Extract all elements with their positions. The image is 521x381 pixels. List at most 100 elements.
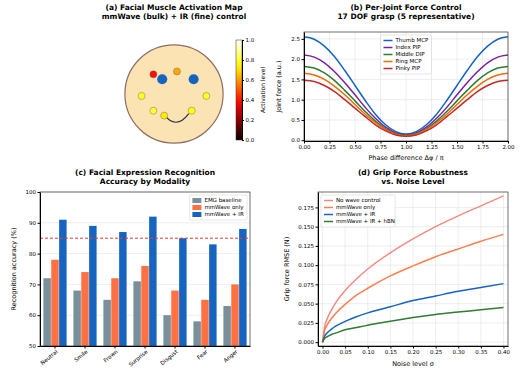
bar <box>209 244 216 346</box>
legend-box <box>189 195 247 220</box>
legend-swatch <box>384 61 393 63</box>
tick-mark <box>242 60 244 61</box>
tick: 0.40 <box>498 346 511 355</box>
activation-point <box>203 92 210 99</box>
tick-mark <box>175 346 176 349</box>
legend-label: Index PIP <box>396 44 422 50</box>
x-axis-label: Noise level σ <box>392 360 434 368</box>
bar <box>141 266 148 346</box>
tick-label: Neutral <box>39 348 59 366</box>
tick-label: 0.6 <box>246 77 255 83</box>
activation-point <box>161 112 168 119</box>
tick: 0.50 <box>349 141 362 150</box>
tick-label: 1.00 <box>400 144 413 150</box>
tick-label: Disgust <box>159 348 180 367</box>
bar <box>171 291 178 346</box>
figure: (a) Facial Muscle Activation MapmmWave (… <box>0 0 521 381</box>
tick-mark <box>302 79 305 80</box>
tick: 0.20 <box>407 346 420 355</box>
legend-swatch <box>384 47 393 49</box>
tick: 80 <box>29 251 40 257</box>
line-series <box>304 73 508 135</box>
tick-mark <box>316 304 319 305</box>
chart-subtitle: 17 DOF grasp (5 representative) <box>337 12 474 21</box>
legend-label: No wave control <box>336 197 381 203</box>
y-axis-label: Grip force RMSE (N) <box>283 237 291 302</box>
tick-mark <box>316 227 319 228</box>
tick-mark <box>38 315 41 316</box>
tick-label: 0.30 <box>453 349 466 355</box>
tick: 0.000 <box>298 339 318 345</box>
tick-mark <box>85 346 86 349</box>
tick-label: Fear <box>196 348 210 361</box>
bar <box>43 278 50 346</box>
grid-line <box>40 253 250 254</box>
tick-mark <box>242 80 244 81</box>
legend-item: Pinky PIP <box>384 65 421 72</box>
bar <box>133 281 140 346</box>
line-series <box>323 308 504 343</box>
x-axis: 0.000.250.500.751.001.251.501.752.00 <box>298 141 515 150</box>
bar <box>119 232 126 346</box>
tick: 70 <box>29 282 40 288</box>
colorbar-label: Activation level <box>259 67 266 114</box>
legend-box <box>381 35 432 74</box>
tick-label: 0.0 <box>246 137 255 143</box>
panel: (d) Grip Force Robustnessvs. Noise Level… <box>283 168 511 368</box>
legend-item: Thumb MCP <box>384 37 430 43</box>
tick: 1.0 <box>291 97 304 103</box>
tick-label: 0.175 <box>298 205 314 211</box>
tick-label: 80 <box>29 251 36 257</box>
legend-label: Pinky PIP <box>396 65 421 72</box>
tick-mark <box>38 223 41 224</box>
grid-line <box>304 32 305 141</box>
tick: Disgust <box>159 346 180 367</box>
tick-mark <box>38 192 41 193</box>
bar <box>81 272 88 346</box>
tick-label: 90 <box>29 220 36 226</box>
x-grid <box>304 32 508 141</box>
bar <box>73 291 80 346</box>
tick-label: 0.000 <box>298 339 314 345</box>
tick-label: 2.5 <box>291 36 300 42</box>
tick-label: 0.075 <box>298 282 314 288</box>
tick-label: 0.050 <box>298 301 314 307</box>
bar <box>193 321 200 346</box>
tick-label: 70 <box>29 282 36 288</box>
chart-title: (d) Grip Force Robustness <box>358 168 469 177</box>
tick-mark <box>55 346 56 349</box>
tick: Neutral <box>39 346 59 366</box>
legend-item: EMG baseline <box>192 197 242 203</box>
tick-label: Anger <box>222 348 240 364</box>
tick-mark <box>302 140 305 141</box>
tick-label: 0.0 <box>291 137 300 143</box>
legend-swatch <box>324 221 333 223</box>
tick-label: 0.150 <box>298 224 314 230</box>
tick-label: 0.00 <box>317 349 330 355</box>
tick-mark <box>38 254 41 255</box>
tick-label: 0.05 <box>340 349 353 355</box>
tick: 0.075 <box>298 282 318 288</box>
colorbar-axis: 0.00.20.40.60.81.0 <box>242 37 255 143</box>
tick-mark <box>145 346 146 349</box>
bar <box>223 306 230 346</box>
tick-mark <box>302 59 305 60</box>
y-axis: 0.0000.0250.0500.0750.1000.1250.1500.175 <box>298 193 318 347</box>
chart-title: (b) Per-Joint Force Control <box>350 3 461 12</box>
panel: (c) Facial Expression RecognitionAccurac… <box>10 168 251 381</box>
tick: Frown <box>102 346 119 363</box>
marks <box>40 217 250 346</box>
tick-mark <box>316 342 319 343</box>
legend-label: EMG baseline <box>204 197 242 203</box>
tick: 1.75 <box>477 141 490 150</box>
tick-mark <box>115 346 116 349</box>
legend: EMG baselinemmWave onlymmWave + IR <box>189 195 247 220</box>
legend-label: Middle DIP <box>396 51 426 57</box>
tick: 0.35 <box>475 346 488 355</box>
legend-label: mmWave + IR + hBN <box>336 218 395 224</box>
tick-mark <box>316 265 319 266</box>
tick-label: 1.0 <box>246 37 255 43</box>
bar <box>239 229 246 346</box>
line-series <box>323 234 504 342</box>
tick-label: 0.25 <box>324 144 337 150</box>
